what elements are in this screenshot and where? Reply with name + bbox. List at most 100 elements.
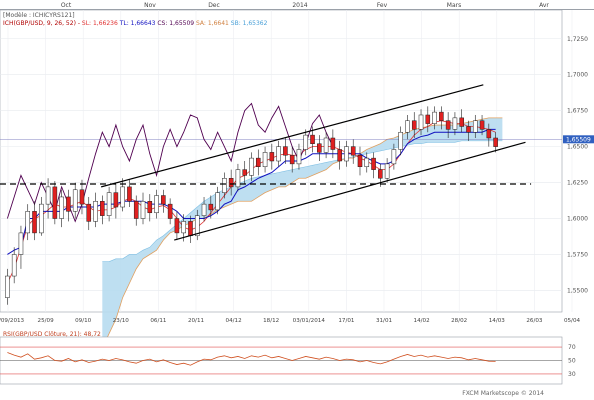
candle-72 xyxy=(493,137,498,147)
candle-53 xyxy=(364,157,370,168)
candle-47 xyxy=(323,137,329,153)
candle-14 xyxy=(100,201,105,216)
x-tick-label-4: 06/11 xyxy=(150,318,167,324)
candle-5 xyxy=(39,203,44,234)
candle-37 xyxy=(255,157,261,168)
candle-7 xyxy=(52,186,58,219)
candle-11 xyxy=(79,189,85,205)
candle-32 xyxy=(222,178,227,193)
candle-13 xyxy=(93,201,98,222)
candle-65 xyxy=(445,120,451,130)
candle-51 xyxy=(350,146,356,156)
candle-71 xyxy=(486,129,492,139)
x-tick-label-9: 17/01 xyxy=(338,318,355,324)
candle-3 xyxy=(25,211,31,234)
candle-33 xyxy=(228,178,234,188)
x-tick-label-7: 18/12 xyxy=(263,318,279,324)
candle-58 xyxy=(398,131,403,150)
candle-43 xyxy=(296,149,302,165)
price-panel-frame xyxy=(0,9,563,313)
x-tick-label-14: 26/03 xyxy=(526,318,543,324)
candle-61 xyxy=(418,114,424,130)
candle-10 xyxy=(72,189,78,212)
candle-54 xyxy=(371,157,376,170)
indicator-legend: ICH(GBP/USD, 9, 26, 52) - SL: 1,66236 TL… xyxy=(3,20,267,27)
y-tick-label-5: 1,6000 xyxy=(567,216,588,223)
date-axis: 05/09/2013 25/09 09/10 23/10 06/11 20/11 04/12… xyxy=(0,318,580,324)
footer-copyright: FXCM Marketscope © 2014 xyxy=(462,390,544,397)
y-tick-label-1: 1,7000 xyxy=(567,72,588,79)
month-label-2: Dec xyxy=(208,2,220,9)
legend-item-0: ICH(GBP/USD, 9, 26, 52) - xyxy=(3,20,82,27)
candle-2 xyxy=(18,232,24,255)
rsi-header: RSI(GBP/USD Clôture, 21): 48,72 xyxy=(3,331,101,338)
candle-22 xyxy=(154,195,159,214)
month-label-6: Avr xyxy=(539,2,549,9)
trendline-upper xyxy=(101,84,484,188)
candle-64 xyxy=(439,111,444,121)
candles xyxy=(5,106,498,305)
x-tick-label-12: 28/02 xyxy=(451,318,467,324)
month-label-0: Oct xyxy=(61,2,72,9)
candle-67 xyxy=(459,117,464,127)
candle-8 xyxy=(59,196,64,219)
price-axis: 1,7250 1,7000 1,6750 1,6500 1,6250 1,6000 1,57… xyxy=(563,36,594,294)
candle-40 xyxy=(276,146,281,162)
candle-24 xyxy=(167,203,173,219)
candle-60 xyxy=(411,120,417,130)
rsi-line xyxy=(7,352,496,366)
candle-70 xyxy=(479,120,485,130)
candle-27 xyxy=(188,221,193,237)
legend-item-2: TL: 1,66643 xyxy=(119,20,158,27)
candle-55 xyxy=(378,169,383,179)
candle-15 xyxy=(106,192,112,216)
candle-62 xyxy=(425,114,431,124)
x-tick-label-1: 25/09 xyxy=(38,318,55,324)
senkou-span-b-line xyxy=(102,140,503,262)
candle-6 xyxy=(45,186,51,205)
candle-57 xyxy=(391,149,397,165)
candle-1 xyxy=(11,254,17,277)
candle-68 xyxy=(466,126,471,133)
candle-44 xyxy=(303,134,309,150)
top-border xyxy=(0,9,594,10)
month-label-5: Mars xyxy=(447,2,461,9)
candle-0 xyxy=(5,275,10,298)
chikou-line xyxy=(6,102,334,223)
candle-56 xyxy=(384,163,390,179)
y-tick-label-2: 1,6750 xyxy=(567,108,588,115)
x-tick-label-0: 05/09/2013 xyxy=(0,318,25,324)
candle-21 xyxy=(147,201,153,214)
legend-item-3: CS: 1,65509 xyxy=(157,20,197,27)
x-tick-label-10: 31/01 xyxy=(376,318,393,324)
y-tick-label-7: 1,5500 xyxy=(567,287,588,294)
y-tick-label-0: 1,7250 xyxy=(567,36,588,43)
candle-42 xyxy=(289,154,295,165)
candle-46 xyxy=(317,143,322,153)
candle-28 xyxy=(194,215,200,237)
candle-4 xyxy=(32,211,37,234)
candle-18 xyxy=(127,186,132,202)
candle-20 xyxy=(140,201,146,219)
candle-23 xyxy=(161,195,166,205)
candle-63 xyxy=(432,111,437,124)
candle-38 xyxy=(262,152,268,168)
legend-item-1: SL: 1,66236 xyxy=(81,20,120,27)
candle-36 xyxy=(249,157,254,176)
trendline-lower xyxy=(174,141,526,241)
x-tick-label-11: 14/02 xyxy=(414,318,430,324)
x-tick-label-6: 04/12 xyxy=(226,318,242,324)
candle-26 xyxy=(181,221,186,234)
candle-34 xyxy=(235,169,241,188)
candle-39 xyxy=(269,152,275,162)
x-tick-label-3: 23/10 xyxy=(113,318,130,324)
rsi-level-label-1: 50 xyxy=(568,358,576,365)
rsi-level-label-2: 30 xyxy=(568,371,576,378)
model-line: [Modèle : ICHICYRS121] xyxy=(3,12,75,19)
candle-12 xyxy=(86,203,92,222)
candle-35 xyxy=(242,169,248,176)
candle-45 xyxy=(310,134,315,144)
y-tick-label-3: 1,6500 xyxy=(567,144,588,151)
